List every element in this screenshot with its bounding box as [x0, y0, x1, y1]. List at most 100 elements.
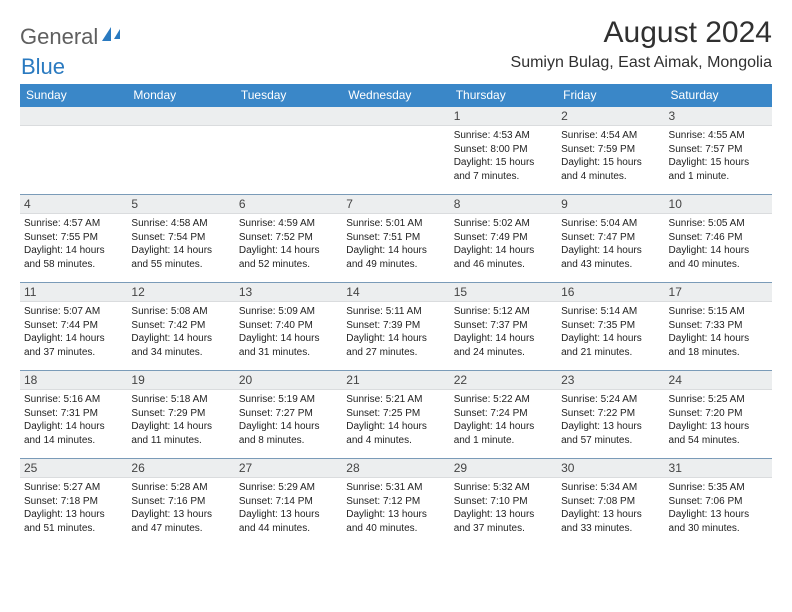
date-number: 28	[342, 459, 449, 478]
calendar-cell: 30Sunrise: 5:34 AMSunset: 7:08 PMDayligh…	[557, 459, 664, 547]
calendar-cell	[342, 107, 449, 195]
cell-body: Sunrise: 5:18 AMSunset: 7:29 PMDaylight:…	[127, 390, 234, 451]
sun-info-line: Daylight: 14 hours and 37 minutes.	[24, 332, 123, 359]
date-number: 19	[127, 371, 234, 390]
cell-body: Sunrise: 5:34 AMSunset: 7:08 PMDaylight:…	[557, 478, 664, 539]
calendar-cell: 31Sunrise: 5:35 AMSunset: 7:06 PMDayligh…	[665, 459, 772, 547]
sun-info-line: Sunrise: 5:02 AM	[454, 217, 553, 231]
date-number: 27	[235, 459, 342, 478]
date-number: 8	[450, 195, 557, 214]
sun-info-line: Sunset: 7:18 PM	[24, 495, 123, 509]
date-number: 9	[557, 195, 664, 214]
date-number: 29	[450, 459, 557, 478]
sun-info-line: Sunrise: 5:15 AM	[669, 305, 768, 319]
sun-info-line: Sunrise: 5:12 AM	[454, 305, 553, 319]
day-header-row: Sunday Monday Tuesday Wednesday Thursday…	[20, 84, 772, 107]
sun-info-line: Sunset: 7:44 PM	[24, 319, 123, 333]
sun-info-line: Sunset: 7:20 PM	[669, 407, 768, 421]
sun-info-line: Daylight: 13 hours and 47 minutes.	[131, 508, 230, 535]
sun-info-line: Daylight: 15 hours and 1 minute.	[669, 156, 768, 183]
cell-body: Sunrise: 5:09 AMSunset: 7:40 PMDaylight:…	[235, 302, 342, 363]
sun-info-line: Sunset: 7:06 PM	[669, 495, 768, 509]
sun-info-line: Sunrise: 5:27 AM	[24, 481, 123, 495]
cell-body: Sunrise: 5:35 AMSunset: 7:06 PMDaylight:…	[665, 478, 772, 539]
sun-info-line: Sunset: 7:24 PM	[454, 407, 553, 421]
calendar-cell: 26Sunrise: 5:28 AMSunset: 7:16 PMDayligh…	[127, 459, 234, 547]
calendar-cell: 5Sunrise: 4:58 AMSunset: 7:54 PMDaylight…	[127, 195, 234, 283]
date-number: 18	[20, 371, 127, 390]
sun-info-line: Sunset: 7:37 PM	[454, 319, 553, 333]
cell-body: Sunrise: 5:05 AMSunset: 7:46 PMDaylight:…	[665, 214, 772, 275]
sun-info-line: Sunrise: 5:32 AM	[454, 481, 553, 495]
sun-info-line: Daylight: 13 hours and 44 minutes.	[239, 508, 338, 535]
day-header-sun: Sunday	[20, 84, 127, 107]
sun-info-line: Sunrise: 4:57 AM	[24, 217, 123, 231]
calendar-week-row: 25Sunrise: 5:27 AMSunset: 7:18 PMDayligh…	[20, 459, 772, 547]
date-number: 31	[665, 459, 772, 478]
calendar-cell: 18Sunrise: 5:16 AMSunset: 7:31 PMDayligh…	[20, 371, 127, 459]
date-number: 5	[127, 195, 234, 214]
sun-info-line: Sunset: 7:10 PM	[454, 495, 553, 509]
sun-info-line: Sunset: 7:14 PM	[239, 495, 338, 509]
sun-info-line: Sunrise: 4:54 AM	[561, 129, 660, 143]
sun-info-line: Sunrise: 5:14 AM	[561, 305, 660, 319]
sun-info-line: Sunrise: 5:35 AM	[669, 481, 768, 495]
calendar-cell: 19Sunrise: 5:18 AMSunset: 7:29 PMDayligh…	[127, 371, 234, 459]
cell-body: Sunrise: 5:08 AMSunset: 7:42 PMDaylight:…	[127, 302, 234, 363]
date-number: 12	[127, 283, 234, 302]
calendar-table: Sunday Monday Tuesday Wednesday Thursday…	[20, 84, 772, 547]
sun-info-line: Sunset: 7:42 PM	[131, 319, 230, 333]
sun-info-line: Daylight: 14 hours and 27 minutes.	[346, 332, 445, 359]
sun-info-line: Sunset: 7:46 PM	[669, 231, 768, 245]
calendar-cell	[20, 107, 127, 195]
sun-info-line: Sunset: 7:40 PM	[239, 319, 338, 333]
cell-body: Sunrise: 5:21 AMSunset: 7:25 PMDaylight:…	[342, 390, 449, 451]
sun-info-line: Sunset: 8:00 PM	[454, 143, 553, 157]
cell-body: Sunrise: 4:57 AMSunset: 7:55 PMDaylight:…	[20, 214, 127, 275]
sun-info-line: Sunrise: 5:16 AM	[24, 393, 123, 407]
date-number: 15	[450, 283, 557, 302]
sun-info-line: Daylight: 14 hours and 52 minutes.	[239, 244, 338, 271]
sun-info-line: Daylight: 13 hours and 40 minutes.	[346, 508, 445, 535]
cell-body: Sunrise: 5:14 AMSunset: 7:35 PMDaylight:…	[557, 302, 664, 363]
sun-info-line: Sunrise: 4:59 AM	[239, 217, 338, 231]
cell-body	[235, 126, 342, 133]
date-number: 10	[665, 195, 772, 214]
cell-body: Sunrise: 4:55 AMSunset: 7:57 PMDaylight:…	[665, 126, 772, 187]
date-number: 6	[235, 195, 342, 214]
sun-info-line: Sunset: 7:57 PM	[669, 143, 768, 157]
calendar-cell: 9Sunrise: 5:04 AMSunset: 7:47 PMDaylight…	[557, 195, 664, 283]
sun-info-line: Daylight: 14 hours and 43 minutes.	[561, 244, 660, 271]
cell-body: Sunrise: 5:22 AMSunset: 7:24 PMDaylight:…	[450, 390, 557, 451]
sun-info-line: Sunrise: 4:58 AM	[131, 217, 230, 231]
sun-info-line: Sunset: 7:59 PM	[561, 143, 660, 157]
sun-info-line: Sunset: 7:33 PM	[669, 319, 768, 333]
date-number	[342, 107, 449, 126]
date-number: 23	[557, 371, 664, 390]
cell-body: Sunrise: 5:24 AMSunset: 7:22 PMDaylight:…	[557, 390, 664, 451]
calendar-cell	[235, 107, 342, 195]
sun-info-line: Sunrise: 5:24 AM	[561, 393, 660, 407]
sun-info-line: Daylight: 14 hours and 55 minutes.	[131, 244, 230, 271]
cell-body: Sunrise: 5:29 AMSunset: 7:14 PMDaylight:…	[235, 478, 342, 539]
sun-info-line: Sunrise: 5:11 AM	[346, 305, 445, 319]
day-header-thu: Thursday	[450, 84, 557, 107]
cell-body: Sunrise: 5:19 AMSunset: 7:27 PMDaylight:…	[235, 390, 342, 451]
sun-info-line: Sunrise: 5:19 AM	[239, 393, 338, 407]
logo-text-general: General	[20, 24, 98, 50]
date-number	[20, 107, 127, 126]
sun-info-line: Sunset: 7:55 PM	[24, 231, 123, 245]
cell-body: Sunrise: 4:54 AMSunset: 7:59 PMDaylight:…	[557, 126, 664, 187]
date-number: 11	[20, 283, 127, 302]
date-number	[235, 107, 342, 126]
calendar-cell: 11 Sunrise: 5:07 AMSunset: 7:44 PMDayligh…	[20, 283, 127, 371]
calendar-body: 1Sunrise: 4:53 AMSunset: 8:00 PMDaylight…	[20, 107, 772, 547]
date-number: 30	[557, 459, 664, 478]
sun-info-line: Sunrise: 5:31 AM	[346, 481, 445, 495]
date-number: 24	[665, 371, 772, 390]
calendar-cell: 3Sunrise: 4:55 AMSunset: 7:57 PMDaylight…	[665, 107, 772, 195]
cell-body: Sunrise: 5:01 AMSunset: 7:51 PMDaylight:…	[342, 214, 449, 275]
calendar-cell: 1Sunrise: 4:53 AMSunset: 8:00 PMDaylight…	[450, 107, 557, 195]
sun-info-line: Sunrise: 5:07 AM	[24, 305, 123, 319]
calendar-cell: 21Sunrise: 5:21 AMSunset: 7:25 PMDayligh…	[342, 371, 449, 459]
